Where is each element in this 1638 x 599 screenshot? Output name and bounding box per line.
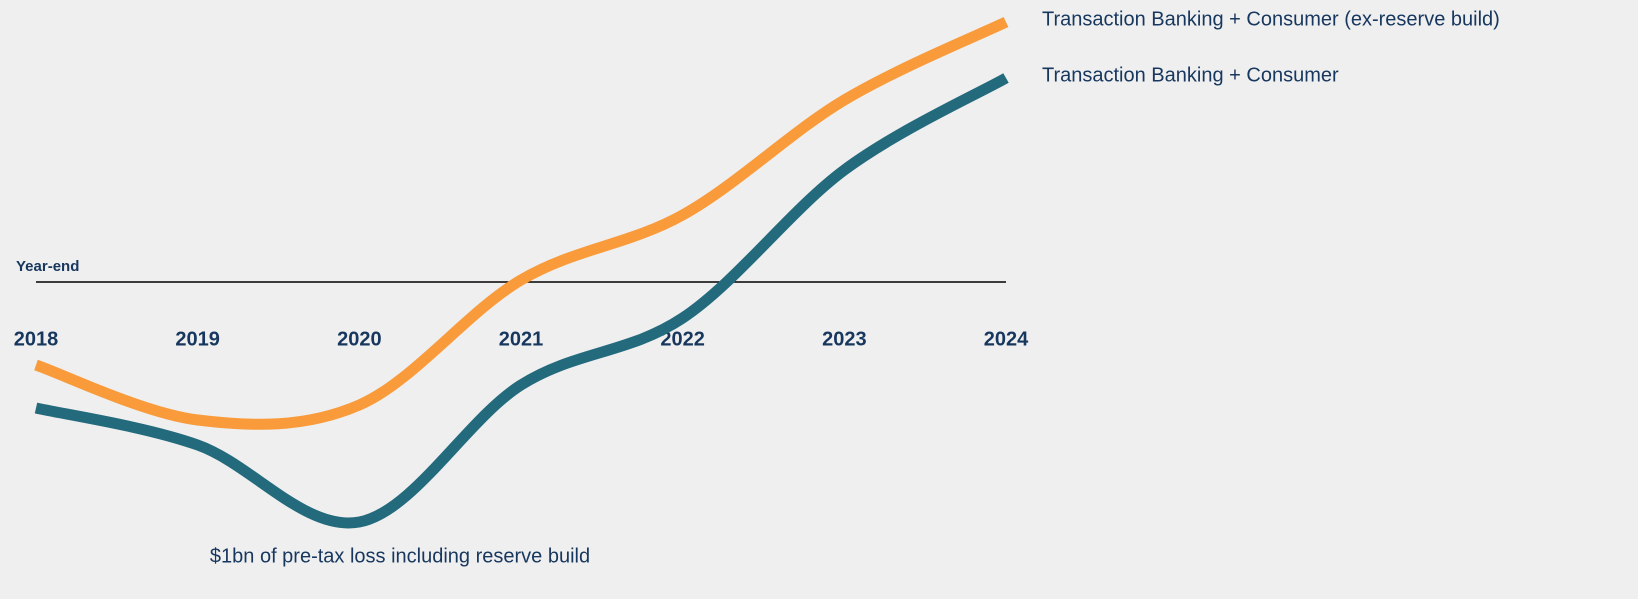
series-line xyxy=(34,17,1009,430)
x-tick-label: 2024 xyxy=(984,328,1029,350)
annotation: $1bn of pre-tax loss including reserve b… xyxy=(210,545,590,567)
series-line xyxy=(34,73,1009,529)
x-tick-label: 2018 xyxy=(14,328,59,350)
x-tick-label: 2023 xyxy=(822,328,867,350)
x-tick-label: 2021 xyxy=(499,328,544,350)
series-label: Transaction Banking + Consumer (ex-reser… xyxy=(1042,8,1500,30)
series-label: Transaction Banking + Consumer xyxy=(1042,64,1339,86)
reference-label: Year-end xyxy=(16,258,79,275)
x-tick-label: 2020 xyxy=(337,328,382,350)
x-tick-label: 2022 xyxy=(660,328,705,350)
x-tick-label: 2019 xyxy=(175,328,220,350)
